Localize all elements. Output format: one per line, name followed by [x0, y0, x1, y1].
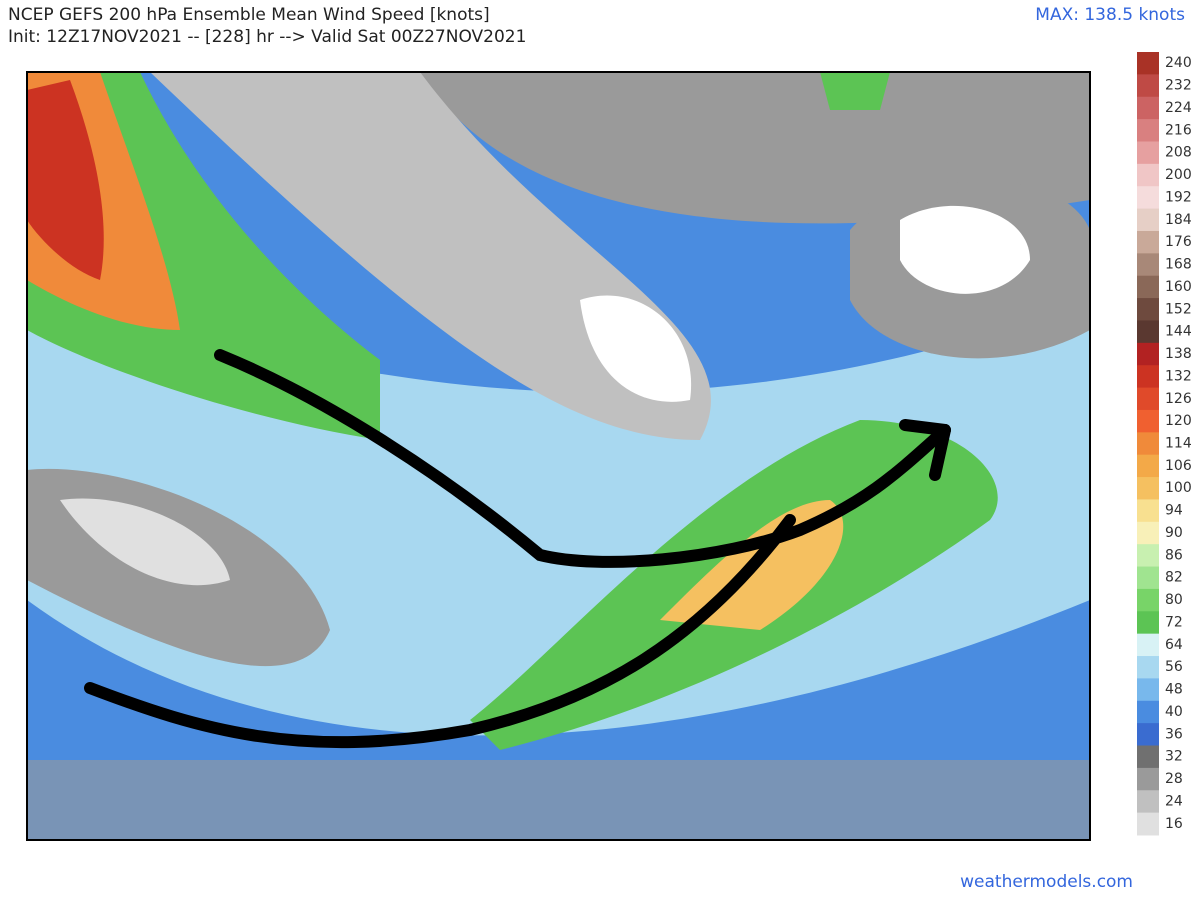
legend-label: 192	[1165, 189, 1192, 205]
map-frame	[26, 71, 1091, 841]
title: NCEP GEFS 200 hPa Ensemble Mean Wind Spe…	[8, 5, 490, 25]
legend-swatch	[1137, 767, 1159, 791]
color-legend: 240 232 224 216 208 200 192 184 176 168 160 152 144 1…	[1137, 52, 1192, 836]
legend-label: 224	[1165, 100, 1192, 116]
legend-label: 176	[1165, 234, 1192, 250]
legend-swatch	[1137, 342, 1159, 366]
legend-label: 106	[1165, 458, 1192, 474]
legend-label: 64	[1165, 637, 1183, 653]
legend-label: 40	[1165, 704, 1183, 720]
credit: weathermodels.com	[960, 872, 1133, 892]
legend-label: 86	[1165, 547, 1183, 563]
legend-label: 138	[1165, 346, 1192, 362]
legend-swatch	[1137, 499, 1159, 523]
legend-swatch	[1137, 432, 1159, 456]
legend-swatch	[1137, 119, 1159, 142]
legend-swatch	[1137, 298, 1159, 321]
legend-label: 36	[1165, 726, 1183, 742]
legend-label: 208	[1165, 145, 1192, 161]
legend-label: 232	[1165, 78, 1192, 94]
legend-label: 132	[1165, 368, 1192, 384]
legend-swatch	[1137, 275, 1159, 299]
legend-swatch	[1137, 387, 1159, 411]
legend-swatch	[1137, 141, 1159, 165]
legend-label: 240	[1165, 55, 1192, 71]
legend-swatch	[1137, 588, 1159, 612]
legend-swatch	[1137, 633, 1159, 657]
legend-swatch	[1137, 723, 1159, 747]
legend-swatch	[1137, 521, 1159, 545]
legend-label: 126	[1165, 391, 1192, 407]
legend-swatch	[1137, 320, 1159, 344]
legend-label: 144	[1165, 324, 1192, 340]
max-label: MAX: 138.5 knots	[1035, 5, 1185, 25]
legend-swatch	[1137, 790, 1159, 814]
legend-swatch	[1137, 812, 1159, 836]
legend-swatch	[1137, 544, 1159, 568]
legend-label: 80	[1165, 592, 1183, 608]
legend-swatch	[1137, 409, 1159, 433]
legend-label: 90	[1165, 525, 1183, 541]
legend-swatch	[1137, 566, 1159, 590]
legend-swatch	[1137, 745, 1159, 769]
legend-swatch	[1137, 477, 1159, 500]
legend-label: 82	[1165, 570, 1183, 586]
legend-swatch	[1137, 678, 1159, 702]
legend-swatch	[1137, 163, 1159, 187]
legend-swatch	[1137, 454, 1159, 478]
legend-label: 184	[1165, 212, 1192, 228]
legend-label: 32	[1165, 749, 1183, 765]
legend-label: 24	[1165, 793, 1183, 809]
legend-swatch	[1137, 208, 1159, 232]
map	[27, 72, 1090, 840]
legend-swatch	[1137, 74, 1159, 98]
legend-label: 16	[1165, 816, 1183, 832]
legend-swatch	[1137, 96, 1159, 120]
legend-swatch	[1137, 253, 1159, 277]
legend-label: 168	[1165, 257, 1192, 273]
legend-swatch	[1137, 52, 1159, 75]
legend-label: 28	[1165, 771, 1183, 787]
legend-label: 216	[1165, 122, 1192, 138]
legend-label: 100	[1165, 480, 1192, 496]
legend-swatch	[1137, 700, 1159, 724]
legend-label: 94	[1165, 503, 1183, 519]
legend-label: 114	[1165, 436, 1192, 452]
legend-label: 56	[1165, 659, 1183, 675]
legend-label: 72	[1165, 614, 1183, 630]
legend-swatch	[1137, 230, 1159, 254]
subtitle: Init: 12Z17NOV2021 -- [228] hr --> Valid…	[8, 27, 526, 47]
legend-label: 120	[1165, 413, 1192, 429]
legend-swatch	[1137, 186, 1159, 210]
legend-label: 160	[1165, 279, 1192, 295]
legend-swatch	[1137, 656, 1159, 679]
legend-label: 48	[1165, 682, 1183, 698]
legend-label: 152	[1165, 301, 1192, 317]
legend-swatch	[1137, 365, 1159, 389]
legend-label: 200	[1165, 167, 1192, 183]
legend-swatch	[1137, 611, 1159, 635]
